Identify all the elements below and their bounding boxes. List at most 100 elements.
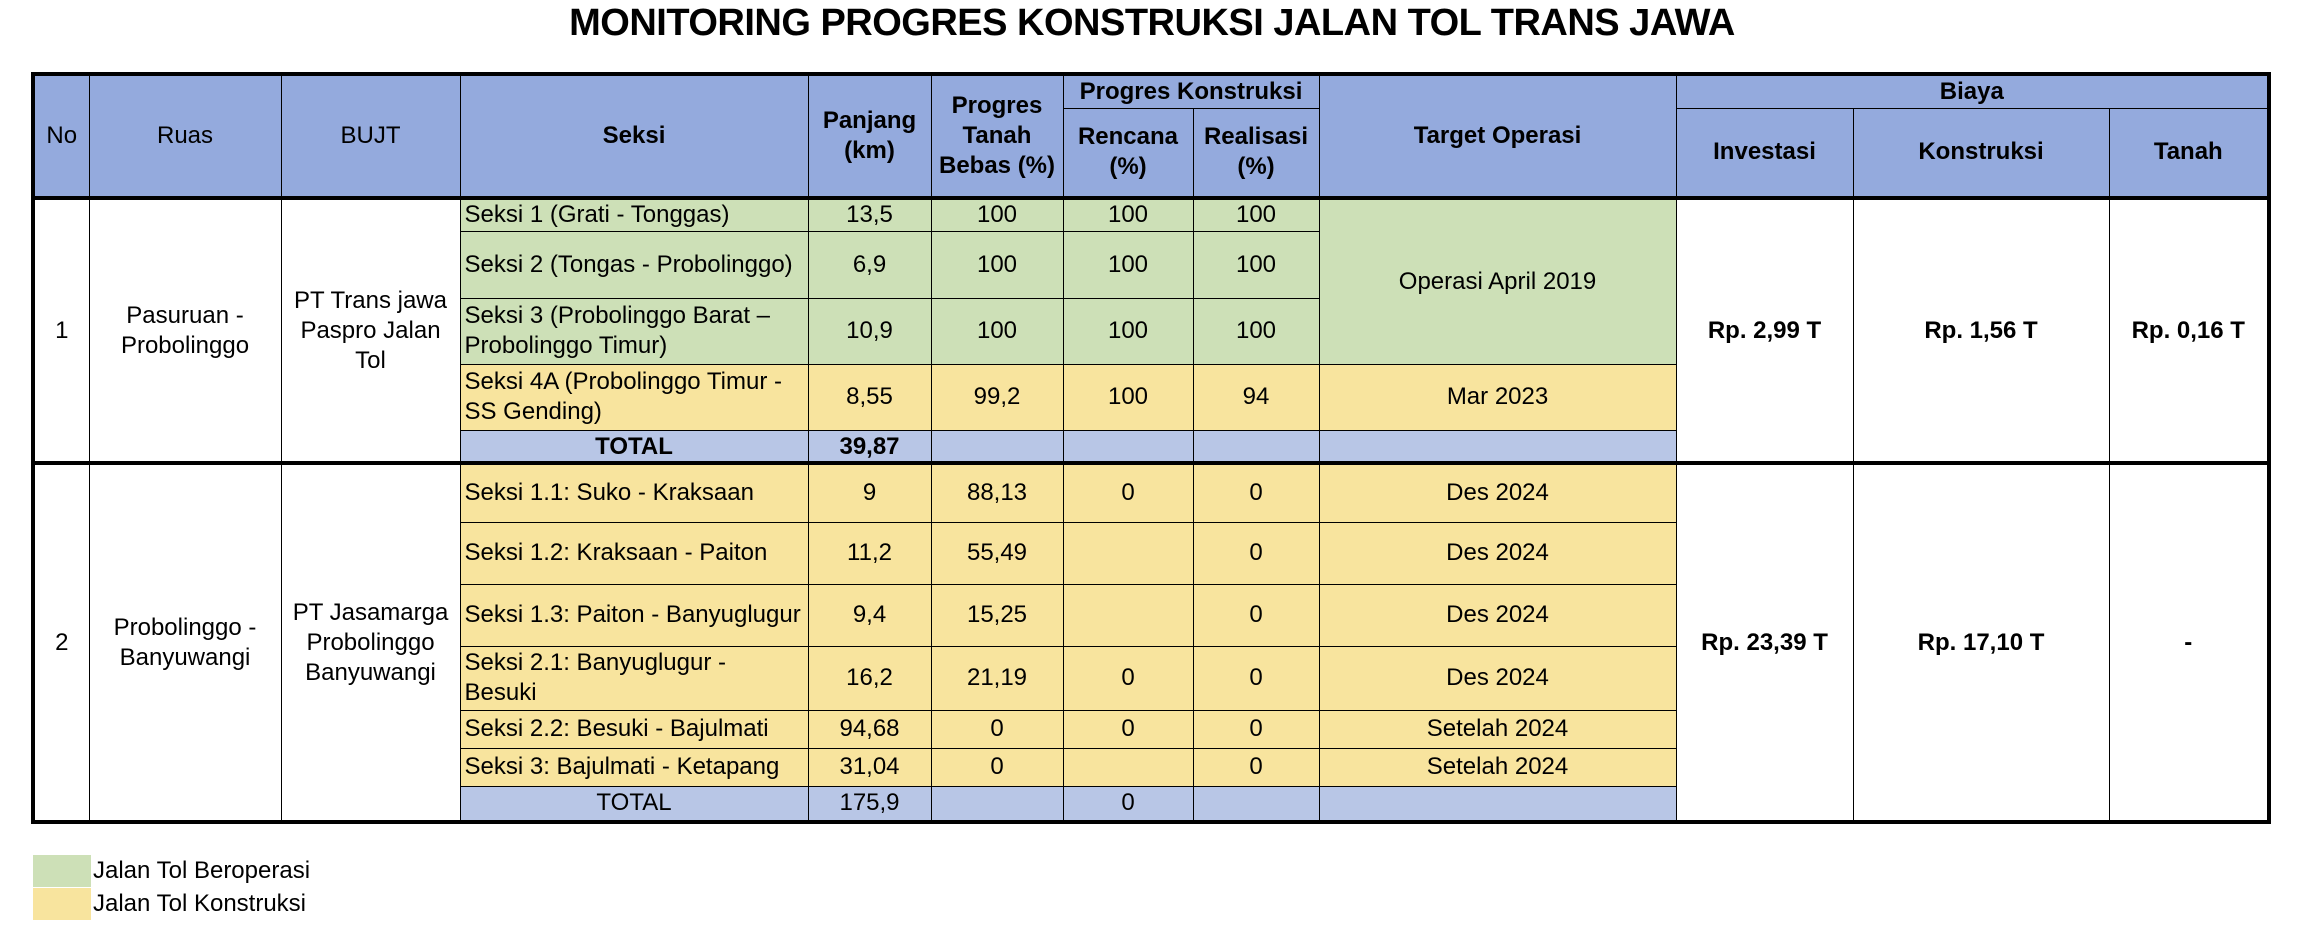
- rencana-cell: 100: [1062, 230, 1194, 299]
- col-header-realisasi: Realisasi (%): [1192, 107, 1320, 200]
- panjang-cell: 31,04: [807, 747, 932, 787]
- table-row: Seksi 2.1: Banyuglugur - Besuki 16,2 21,…: [33, 645, 2269, 711]
- target-cell: Des 2024: [1318, 645, 1677, 711]
- tanah-bebas-cell: 100: [930, 230, 1064, 299]
- realisasi-cell: 100: [1192, 197, 1320, 232]
- target-cell: Mar 2023: [1318, 363, 1677, 431]
- tanah-bebas-cell: 100: [930, 297, 1064, 365]
- seksi-cell: Seksi 1.2: Kraksaan - Paiton: [459, 521, 809, 585]
- panjang-cell: 11,2: [807, 521, 932, 585]
- tanah-bebas-cell: 99,2: [930, 363, 1064, 431]
- investasi-cell: Rp. 2,99 T: [1675, 197, 1854, 464]
- target-cell: Setelah 2024: [1318, 709, 1677, 749]
- panjang-cell: 9: [807, 461, 932, 523]
- rencana-cell: [1062, 521, 1194, 585]
- konstruksi-cell: Rp. 1,56 T: [1852, 197, 2110, 464]
- total-row: TOTAL 39,87: [33, 429, 2269, 464]
- seksi-cell: Seksi 2 (Tongas - Probolinggo): [459, 230, 809, 299]
- col-header-progres-konstruksi: Progres Konstruksi: [1062, 72, 1320, 109]
- table-row: Seksi 2.2: Besuki - Bajulmati 94,68 0 0 …: [33, 709, 2269, 749]
- panjang-cell: 10,9: [807, 297, 932, 365]
- realisasi-cell: 94: [1192, 363, 1320, 431]
- progress-table: No Ruas BUJT Seksi Panjang (km) Progres …: [31, 72, 2272, 824]
- total-target: [1318, 429, 1677, 464]
- realisasi-cell: 0: [1192, 747, 1320, 787]
- tanah-bebas-cell: 55,49: [930, 521, 1064, 585]
- group-ruas: Pasuruan - Probolinggo: [88, 197, 282, 464]
- rencana-cell: 0: [1062, 709, 1194, 749]
- rencana-cell: 100: [1062, 363, 1194, 431]
- rencana-cell: 100: [1062, 297, 1194, 365]
- table-row: 2 Probolinggo - Banyuwangi PT Jasamarga …: [31, 461, 2272, 824]
- seksi-cell: Seksi 2.2: Besuki - Bajulmati: [459, 709, 809, 749]
- seksi-cell: Seksi 4A (Probolinggo Timur - SS Gending…: [459, 363, 809, 431]
- tanah-cell: -: [2108, 461, 2272, 824]
- seksi-cell: Seksi 3: Bajulmati - Ketapang: [459, 747, 809, 787]
- page-title: MONITORING PROGRES KONSTRUKSI JALAN TOL …: [569, 2, 1735, 44]
- target-cell: Des 2024: [1318, 521, 1677, 585]
- investasi-cell: Rp. 23,39 T: [1675, 461, 1854, 824]
- seksi-cell: Seksi 3 (Probolinggo Barat – Probolinggo…: [459, 297, 809, 365]
- total-target: [1318, 785, 1677, 824]
- group-ruas: Probolinggo - Banyuwangi: [88, 461, 282, 824]
- tanah-bebas-cell: 100: [930, 197, 1064, 232]
- col-header-target: Target Operasi: [1318, 72, 1677, 200]
- realisasi-cell: 0: [1192, 645, 1320, 711]
- col-header-no: No: [31, 72, 90, 200]
- legend-item-operating: Jalan Tol Beroperasi: [33, 855, 310, 887]
- col-header-tanah: Tanah: [2108, 107, 2272, 200]
- rencana-cell: [1062, 583, 1194, 647]
- col-header-tanah-bebas: Progres Tanah Bebas (%): [930, 72, 1064, 200]
- tanah-bebas-cell: 21,19: [930, 645, 1064, 711]
- tanah-bebas-cell: 15,25: [930, 583, 1064, 647]
- table-row: Seksi 4A (Probolinggo Timur - SS Gending…: [33, 363, 2269, 431]
- rencana-cell: 0: [1062, 461, 1194, 523]
- target-cell: Operasi April 2019: [1318, 197, 1677, 365]
- legend-swatch-green: [33, 855, 91, 887]
- col-header-biaya: Biaya: [1675, 72, 2272, 109]
- seksi-cell: Seksi 1.1: Suko - Kraksaan: [459, 461, 809, 523]
- realisasi-cell: 0: [1192, 583, 1320, 647]
- col-header-panjang: Panjang (km): [807, 72, 932, 200]
- target-cell: Des 2024: [1318, 583, 1677, 647]
- tanah-bebas-cell: 0: [930, 747, 1064, 787]
- panjang-cell: 8,55: [807, 363, 932, 431]
- seksi-cell: Seksi 1 (Grati - Tonggas): [459, 197, 809, 232]
- panjang-cell: 9,4: [807, 583, 932, 647]
- total-label: TOTAL: [459, 785, 809, 824]
- target-cell: Des 2024: [1318, 461, 1677, 523]
- total-tanah-bebas: [930, 429, 1064, 464]
- realisasi-cell: 0: [1192, 461, 1320, 523]
- seksi-cell: Seksi 1.3: Paiton - Banyuglugur: [459, 583, 809, 647]
- total-realisasi: [1192, 785, 1320, 824]
- col-header-rencana: Rencana (%): [1062, 107, 1194, 200]
- tanah-bebas-cell: 88,13: [930, 461, 1064, 523]
- col-header-ruas: Ruas: [88, 72, 282, 200]
- panjang-cell: 94,68: [807, 709, 932, 749]
- table-row: 1 Pasuruan - Probolinggo PT Trans jawa P…: [31, 197, 2272, 464]
- legend-item-construction: Jalan Tol Konstruksi: [33, 888, 306, 920]
- group-no: 1: [31, 197, 90, 464]
- col-header-konstruksi: Konstruksi: [1852, 107, 2110, 200]
- rencana-cell: 0: [1062, 645, 1194, 711]
- seksi-cell: Seksi 2.1: Banyuglugur - Besuki: [459, 645, 809, 711]
- realisasi-cell: 100: [1192, 230, 1320, 299]
- rencana-cell: 100: [1062, 197, 1194, 232]
- table-row: Seksi 1.3: Paiton - Banyuglugur 9,4 15,2…: [33, 583, 2269, 647]
- konstruksi-cell: Rp. 17,10 T: [1852, 461, 2110, 824]
- table-row: Seksi 1.2: Kraksaan - Paiton 11,2 55,49 …: [33, 521, 2269, 585]
- total-row: TOTAL 175,9 0: [33, 785, 2269, 824]
- col-header-investasi: Investasi: [1675, 107, 1854, 200]
- panjang-cell: 6,9: [807, 230, 932, 299]
- tanah-bebas-cell: 0: [930, 709, 1064, 749]
- legend-label: Jalan Tol Konstruksi: [93, 890, 306, 917]
- total-panjang: 39,87: [807, 429, 932, 464]
- table-row: Seksi 3 (Probolinggo Barat – Probolinggo…: [33, 297, 2269, 365]
- rencana-cell: [1062, 747, 1194, 787]
- target-cell: Setelah 2024: [1318, 747, 1677, 787]
- total-tanah-bebas: [930, 785, 1064, 824]
- col-header-bujt: BUJT: [280, 72, 461, 200]
- total-panjang: 175,9: [807, 785, 932, 824]
- group-bujt: PT Jasamarga Probolinggo Banyuwangi: [280, 461, 461, 824]
- col-header-seksi: Seksi: [459, 72, 809, 200]
